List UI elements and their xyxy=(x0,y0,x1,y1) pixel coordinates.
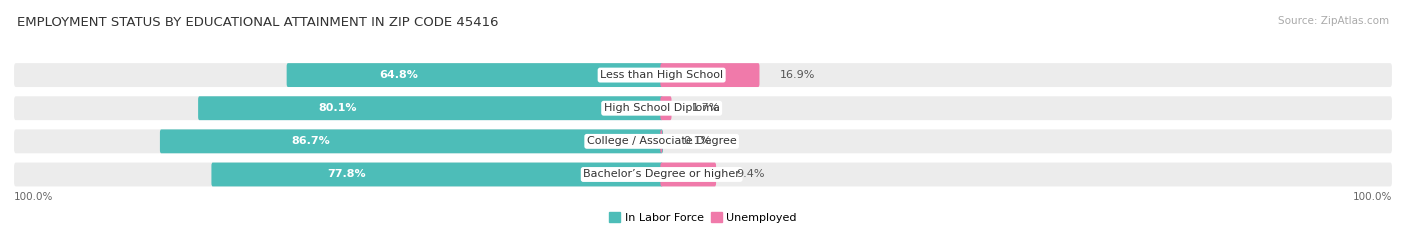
FancyBboxPatch shape xyxy=(14,129,1392,153)
FancyBboxPatch shape xyxy=(661,163,716,186)
FancyBboxPatch shape xyxy=(198,96,664,120)
Text: 0.1%: 0.1% xyxy=(683,136,711,146)
Text: 1.7%: 1.7% xyxy=(692,103,720,113)
Text: Source: ZipAtlas.com: Source: ZipAtlas.com xyxy=(1278,16,1389,26)
FancyBboxPatch shape xyxy=(14,63,1392,87)
Text: 86.7%: 86.7% xyxy=(291,136,330,146)
Text: 64.8%: 64.8% xyxy=(380,70,419,80)
Text: EMPLOYMENT STATUS BY EDUCATIONAL ATTAINMENT IN ZIP CODE 45416: EMPLOYMENT STATUS BY EDUCATIONAL ATTAINM… xyxy=(17,16,498,29)
Text: College / Associate Degree: College / Associate Degree xyxy=(586,136,737,146)
Text: 80.1%: 80.1% xyxy=(318,103,357,113)
Text: 16.9%: 16.9% xyxy=(780,70,815,80)
Text: Bachelor’s Degree or higher: Bachelor’s Degree or higher xyxy=(583,169,740,179)
FancyBboxPatch shape xyxy=(14,163,1392,186)
Text: 100.0%: 100.0% xyxy=(14,192,53,202)
FancyBboxPatch shape xyxy=(661,63,759,87)
Legend: In Labor Force, Unemployed: In Labor Force, Unemployed xyxy=(605,208,801,227)
FancyBboxPatch shape xyxy=(661,96,672,120)
FancyBboxPatch shape xyxy=(287,63,664,87)
Text: High School Diploma: High School Diploma xyxy=(603,103,720,113)
Text: Less than High School: Less than High School xyxy=(600,70,723,80)
FancyBboxPatch shape xyxy=(160,129,664,153)
FancyBboxPatch shape xyxy=(661,129,662,153)
Text: 9.4%: 9.4% xyxy=(737,169,765,179)
Text: 77.8%: 77.8% xyxy=(328,169,366,179)
FancyBboxPatch shape xyxy=(14,96,1392,120)
FancyBboxPatch shape xyxy=(211,163,664,186)
Text: 100.0%: 100.0% xyxy=(1353,192,1392,202)
